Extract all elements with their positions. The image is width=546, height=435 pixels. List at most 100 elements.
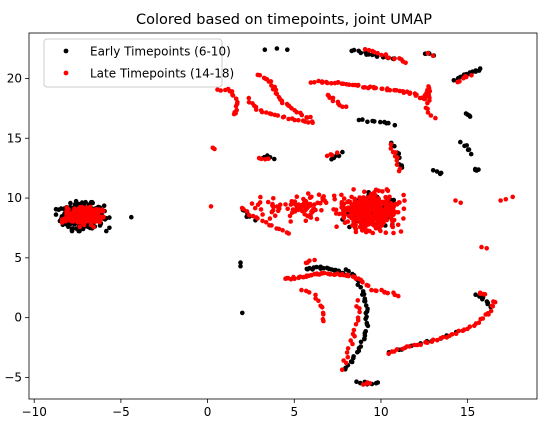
x-tick-label: 10 bbox=[373, 405, 388, 419]
point-late bbox=[384, 187, 390, 192]
point-late bbox=[302, 212, 308, 217]
point-late bbox=[415, 342, 420, 348]
point-late bbox=[331, 207, 336, 212]
point-early bbox=[356, 117, 362, 123]
point-early bbox=[378, 119, 383, 125]
point-late bbox=[343, 360, 349, 366]
point-late bbox=[79, 220, 84, 225]
point-late bbox=[370, 220, 376, 225]
point-early bbox=[70, 226, 75, 231]
point-late bbox=[380, 86, 385, 92]
point-late bbox=[362, 47, 368, 52]
legend: Early Timepoints (6-10) Late Timepoints … bbox=[43, 38, 234, 88]
point-early bbox=[238, 260, 243, 265]
point-late bbox=[355, 298, 361, 303]
point-late bbox=[258, 156, 264, 162]
point-late bbox=[375, 50, 380, 56]
point-late bbox=[350, 205, 356, 211]
point-late bbox=[267, 216, 273, 221]
point-late bbox=[368, 205, 373, 210]
point-late bbox=[393, 150, 398, 155]
point-late bbox=[383, 230, 389, 235]
point-early bbox=[465, 147, 471, 153]
point-late bbox=[303, 198, 308, 204]
legend-marker-late bbox=[63, 70, 69, 76]
point-early bbox=[430, 168, 436, 173]
point-early bbox=[458, 139, 463, 145]
point-late bbox=[307, 258, 312, 264]
point-early bbox=[366, 52, 372, 57]
point-late bbox=[355, 206, 361, 211]
point-early bbox=[354, 379, 359, 385]
point-early bbox=[358, 285, 364, 290]
point-late bbox=[344, 206, 349, 211]
point-late bbox=[377, 218, 383, 224]
point-late bbox=[316, 78, 321, 84]
point-late bbox=[327, 272, 333, 277]
point-late bbox=[425, 106, 430, 112]
point-early bbox=[365, 119, 370, 125]
point-late bbox=[401, 192, 406, 198]
point-late bbox=[479, 244, 484, 250]
point-late bbox=[350, 341, 355, 347]
point-late bbox=[484, 246, 490, 251]
point-early bbox=[467, 113, 472, 118]
point-late bbox=[327, 95, 333, 101]
point-early bbox=[363, 316, 368, 322]
point-late bbox=[491, 299, 496, 304]
point-early bbox=[480, 296, 485, 302]
point-late bbox=[385, 290, 391, 296]
point-early bbox=[360, 292, 365, 297]
point-late bbox=[361, 213, 367, 219]
point-late bbox=[346, 82, 352, 87]
point-late bbox=[414, 92, 419, 98]
point-late bbox=[510, 194, 515, 200]
point-late bbox=[396, 168, 402, 174]
point-late bbox=[233, 103, 239, 109]
point-late bbox=[335, 80, 341, 85]
chart-title: Colored based on timepoints, joint UMAP bbox=[136, 12, 432, 28]
point-late bbox=[281, 114, 287, 120]
point-early bbox=[358, 50, 364, 56]
point-late bbox=[93, 211, 98, 217]
point-late bbox=[260, 212, 265, 217]
point-late bbox=[440, 334, 446, 340]
point-late bbox=[332, 197, 338, 202]
point-early bbox=[351, 355, 356, 361]
point-late bbox=[329, 152, 335, 158]
point-late bbox=[308, 114, 313, 120]
point-late bbox=[305, 203, 311, 209]
point-late bbox=[425, 340, 430, 346]
point-late bbox=[88, 204, 93, 210]
point-early bbox=[477, 66, 483, 71]
point-late bbox=[488, 308, 494, 314]
point-late bbox=[89, 219, 95, 224]
point-late bbox=[341, 196, 347, 201]
point-late bbox=[258, 207, 264, 212]
point-late bbox=[257, 200, 263, 205]
point-late bbox=[367, 84, 373, 90]
point-late bbox=[59, 217, 65, 222]
x-tick-label: −5 bbox=[112, 405, 130, 419]
point-late bbox=[464, 74, 469, 80]
x-tick-label: −10 bbox=[22, 405, 47, 419]
point-late bbox=[453, 198, 458, 203]
point-late bbox=[388, 142, 394, 147]
point-early bbox=[362, 336, 367, 342]
point-late bbox=[425, 100, 430, 106]
point-late bbox=[386, 351, 392, 357]
point-late bbox=[313, 207, 318, 213]
point-late bbox=[246, 95, 252, 101]
point-late bbox=[299, 208, 305, 214]
point-late bbox=[395, 222, 401, 228]
point-late bbox=[312, 257, 317, 263]
x-tick-label: 0 bbox=[204, 405, 212, 419]
point-late bbox=[380, 189, 385, 194]
point-late bbox=[296, 117, 301, 123]
point-late bbox=[351, 327, 357, 333]
point-late bbox=[394, 158, 400, 163]
point-late bbox=[351, 187, 356, 192]
point-late bbox=[345, 346, 351, 351]
point-late bbox=[387, 87, 393, 93]
point-late bbox=[377, 223, 383, 229]
